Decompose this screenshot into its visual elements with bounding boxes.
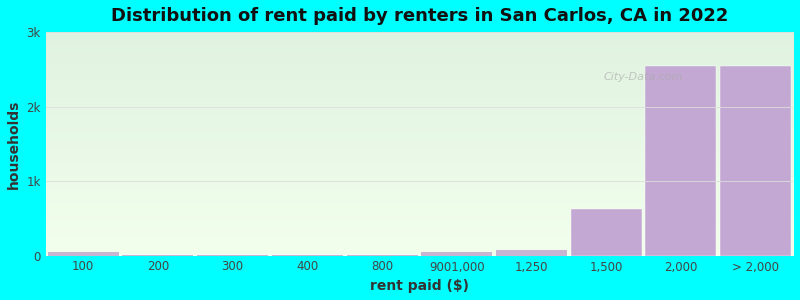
Bar — [122, 254, 194, 256]
Bar — [122, 254, 194, 256]
Bar — [496, 250, 567, 256]
Text: City-Data.com: City-Data.com — [604, 72, 683, 82]
Bar — [422, 252, 492, 256]
Bar — [197, 254, 268, 256]
Bar — [48, 252, 118, 256]
Bar — [197, 254, 268, 256]
Bar — [272, 254, 342, 256]
Bar — [720, 66, 791, 256]
Bar — [272, 254, 342, 256]
Bar — [646, 66, 717, 256]
Bar — [422, 252, 492, 256]
Y-axis label: households: households — [7, 99, 21, 188]
Bar — [346, 254, 418, 256]
X-axis label: rent paid ($): rent paid ($) — [370, 279, 469, 293]
Bar — [496, 250, 567, 256]
Bar — [346, 254, 418, 256]
Bar — [570, 209, 642, 256]
Bar — [48, 252, 118, 256]
Title: Distribution of rent paid by renters in San Carlos, CA in 2022: Distribution of rent paid by renters in … — [110, 7, 728, 25]
